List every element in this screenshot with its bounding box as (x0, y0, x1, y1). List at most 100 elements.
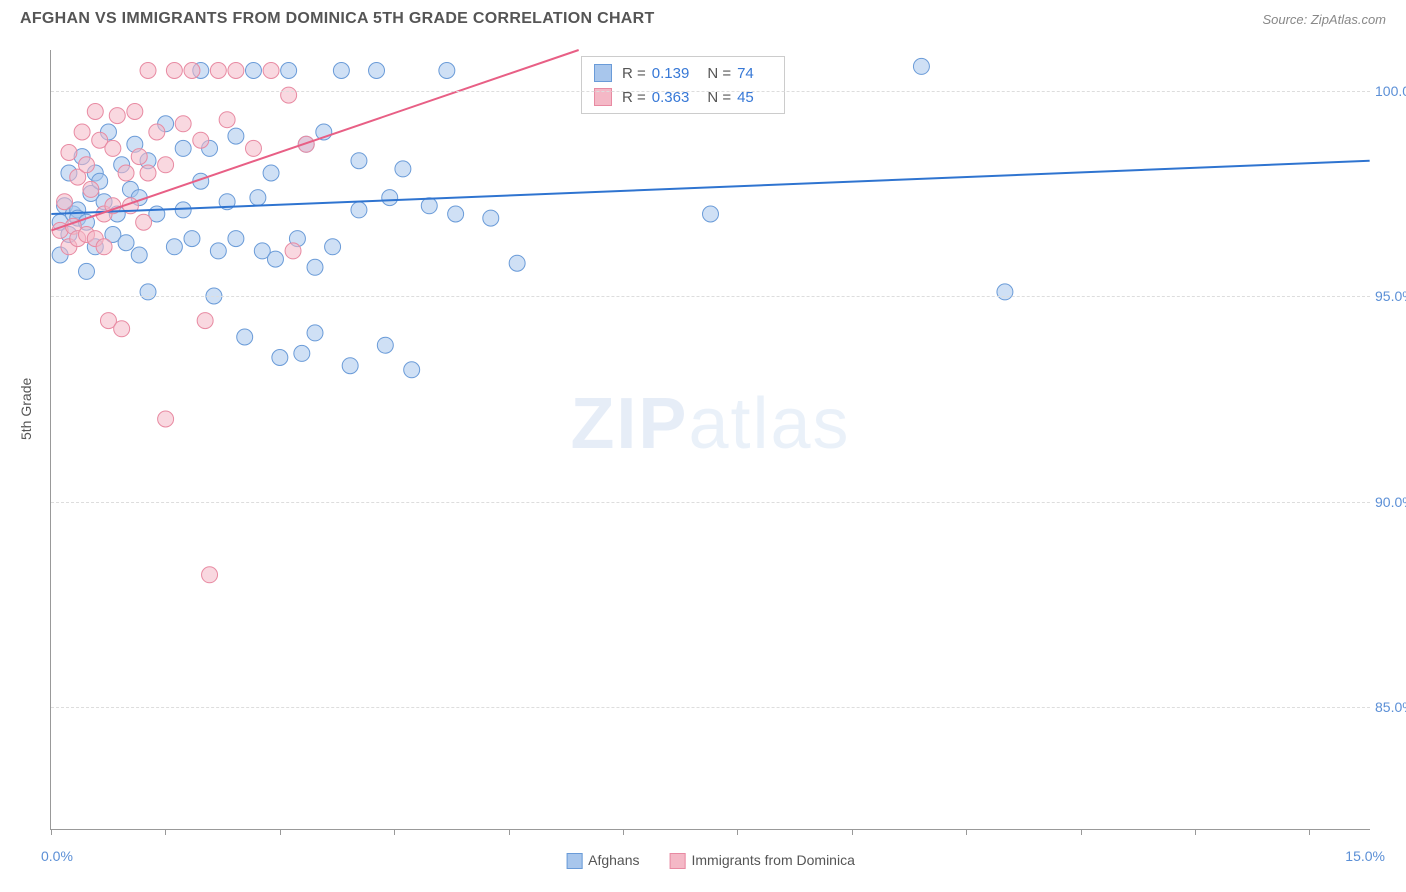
data-point (228, 231, 244, 247)
data-point (79, 263, 95, 279)
data-point (509, 255, 525, 271)
data-point (421, 198, 437, 214)
data-point (377, 337, 393, 353)
data-point (263, 165, 279, 181)
data-point (272, 350, 288, 366)
data-point (79, 157, 95, 173)
legend-swatch-afghans (566, 853, 582, 869)
data-point (382, 190, 398, 206)
data-point (105, 140, 121, 156)
data-point (294, 345, 310, 361)
data-point (193, 132, 209, 148)
gridline (51, 502, 1370, 503)
data-point (307, 325, 323, 341)
data-point (245, 63, 261, 79)
x-tick (394, 829, 395, 835)
data-point (703, 206, 719, 222)
data-point (140, 63, 156, 79)
y-axis-title: 5th Grade (18, 378, 34, 440)
data-point (997, 284, 1013, 300)
x-tick (165, 829, 166, 835)
data-point (158, 157, 174, 173)
data-point (114, 321, 130, 337)
data-point (158, 411, 174, 427)
data-point (439, 63, 455, 79)
x-tick (1081, 829, 1082, 835)
data-point (109, 108, 125, 124)
data-point (210, 243, 226, 259)
data-point (202, 567, 218, 583)
data-point (118, 165, 134, 181)
data-point (61, 145, 77, 161)
data-point (87, 104, 103, 120)
data-point (131, 149, 147, 165)
data-point (166, 239, 182, 255)
data-point (263, 63, 279, 79)
data-point (175, 116, 191, 132)
legend-bottom: Afghans Immigrants from Dominica (566, 852, 855, 869)
data-point (96, 239, 112, 255)
x-axis-min-label: 0.0% (41, 848, 73, 864)
x-tick (737, 829, 738, 835)
y-tick-label: 90.0% (1375, 494, 1406, 510)
data-point (404, 362, 420, 378)
data-point (74, 124, 90, 140)
x-tick (1195, 829, 1196, 835)
data-point (913, 58, 929, 74)
data-point (351, 153, 367, 169)
gridline (51, 707, 1370, 708)
data-point (250, 190, 266, 206)
data-point (483, 210, 499, 226)
data-point (351, 202, 367, 218)
data-point (140, 284, 156, 300)
x-tick (623, 829, 624, 835)
data-point (281, 63, 297, 79)
legend-swatch-dominica (670, 853, 686, 869)
data-point (118, 235, 134, 251)
data-point (369, 63, 385, 79)
y-tick-label: 85.0% (1375, 699, 1406, 715)
x-tick (280, 829, 281, 835)
legend-item-afghans: Afghans (566, 852, 639, 869)
data-point (395, 161, 411, 177)
x-tick (509, 829, 510, 835)
data-point (219, 112, 235, 128)
data-point (184, 63, 200, 79)
data-point (184, 231, 200, 247)
x-tick (51, 829, 52, 835)
data-point (127, 104, 143, 120)
x-tick (852, 829, 853, 835)
data-point (228, 63, 244, 79)
data-point (131, 247, 147, 263)
gridline (51, 91, 1370, 92)
data-point (83, 181, 99, 197)
data-point (448, 206, 464, 222)
data-point (228, 128, 244, 144)
y-tick-label: 95.0% (1375, 288, 1406, 304)
stats-swatch-afghans (594, 64, 612, 82)
data-point (245, 140, 261, 156)
data-point (197, 313, 213, 329)
data-point (281, 87, 297, 103)
scatter-svg (51, 50, 1370, 829)
data-point (342, 358, 358, 374)
gridline (51, 296, 1370, 297)
data-point (333, 63, 349, 79)
data-point (210, 63, 226, 79)
chart-plot-area: ZIPatlas R = 0.139 N = 74 R = 0.363 N = … (50, 50, 1370, 830)
x-axis-max-label: 15.0% (1345, 848, 1385, 864)
source-label: Source: ZipAtlas.com (1262, 12, 1386, 27)
data-point (237, 329, 253, 345)
stats-row-dominica: R = 0.363 N = 45 (582, 85, 784, 109)
data-point (307, 259, 323, 275)
data-point (285, 243, 301, 259)
data-point (267, 251, 283, 267)
data-point (149, 124, 165, 140)
stats-row-afghans: R = 0.139 N = 74 (582, 61, 784, 85)
data-point (175, 202, 191, 218)
y-tick-label: 100.0% (1375, 83, 1406, 99)
data-point (57, 194, 73, 210)
data-point (140, 165, 156, 181)
data-point (136, 214, 152, 230)
data-point (325, 239, 341, 255)
